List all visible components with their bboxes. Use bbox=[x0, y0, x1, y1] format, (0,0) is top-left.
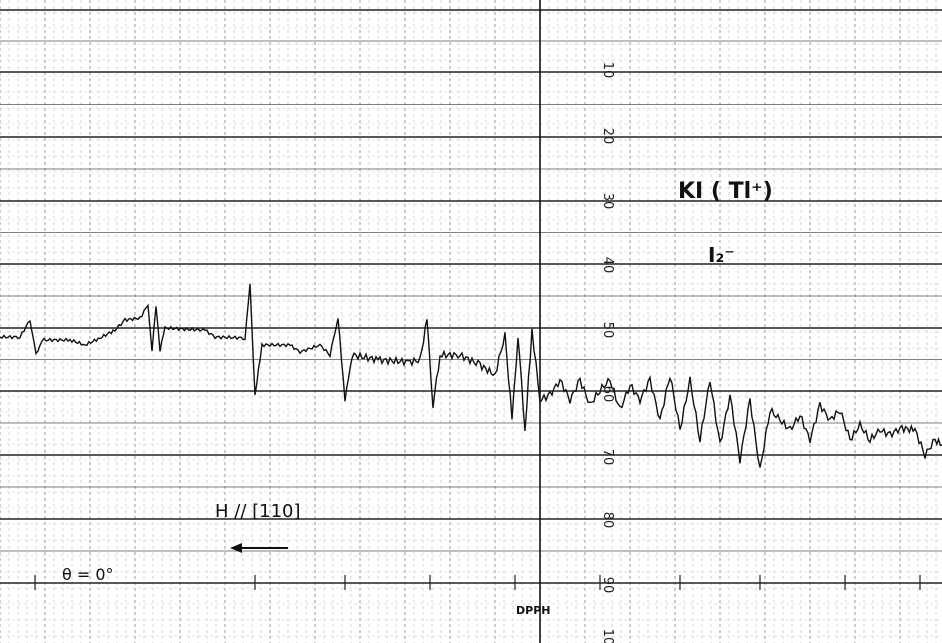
scale-label: 10 bbox=[600, 62, 615, 79]
arrow-left-icon bbox=[230, 543, 288, 553]
series-line bbox=[0, 283, 942, 468]
chart-title: KI ( Tl⁺) bbox=[678, 179, 773, 204]
scale-label: 20 bbox=[600, 128, 615, 145]
dpph-label: DPPH bbox=[516, 604, 550, 617]
scale-label: 70 bbox=[600, 449, 615, 466]
species-label: I₂⁻ bbox=[708, 243, 735, 267]
scale-label: 60 bbox=[600, 386, 615, 403]
scale-label: 30 bbox=[600, 193, 615, 210]
scale-label: 10 bbox=[600, 629, 615, 643]
scale-labels: 10 20 30 40 50 60 70 80 90 10 bbox=[600, 62, 615, 643]
scale-label: 80 bbox=[600, 512, 615, 529]
angle-label: θ = 0° bbox=[62, 565, 114, 584]
scale-label: 40 bbox=[600, 257, 615, 274]
scale-label: 90 bbox=[600, 577, 615, 594]
spectrum-trace bbox=[0, 283, 942, 468]
field-direction-label: H // [110] bbox=[215, 501, 301, 522]
scale-label: 50 bbox=[600, 322, 615, 339]
